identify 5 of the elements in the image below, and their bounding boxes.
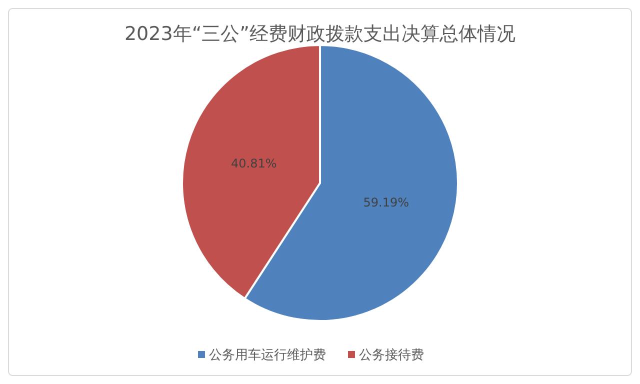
- legend-label: 公务用车运行维护费: [209, 348, 326, 363]
- data-label: 59.19%: [363, 196, 410, 210]
- chart-title: 2023年“三公”经费财政拨款支出决算总体情况: [124, 23, 516, 45]
- legend-label: 公务接待费: [359, 348, 424, 363]
- data-label: 40.81%: [230, 156, 277, 170]
